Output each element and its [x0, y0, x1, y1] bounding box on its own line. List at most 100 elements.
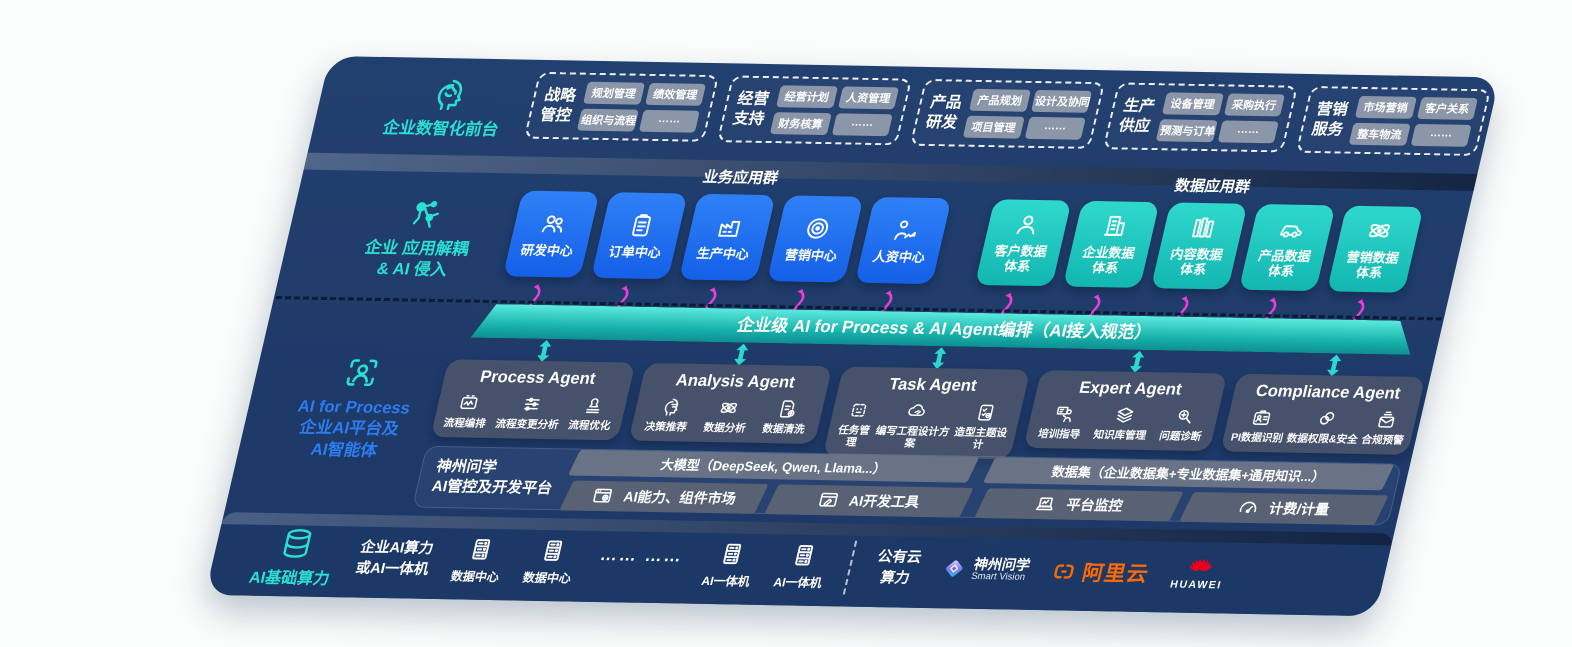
platform-label-lines: 神州问学 AI管控及开发平台: [430, 457, 559, 500]
smart-vision-logo: 神州问学 Smart Vision: [940, 555, 1032, 583]
business-app-box-wrap: 订单中心: [583, 192, 688, 312]
agent-capability: 流程变更分析: [494, 393, 566, 431]
server-icon: [537, 537, 570, 564]
layers-icon: [1111, 404, 1137, 425]
dataset-bar: 数据集（企业数据集+专业数据集+通用知识...）: [986, 457, 1391, 490]
label-line: 体系: [1354, 264, 1384, 281]
alibaba-brackets-icon: [1050, 560, 1077, 582]
label-line: 生产中心: [695, 245, 751, 262]
platform-cell: 计费/计量: [1183, 491, 1384, 524]
app-box-label: 客户数据 体系: [989, 243, 1048, 275]
agent-title: Analysis Agent: [674, 371, 797, 392]
label-line: 研发中心: [519, 242, 575, 258]
orchestration-bar-text: 企业级 AI for Process & AI Agent编排（AI接入规范）: [735, 315, 1154, 343]
front-office-group: 战略 管控 规划管理 绩效管理 组织与流程……: [523, 71, 720, 142]
cloud-pen-icon: [904, 401, 930, 422]
agent-card: Process Agent 流程编排 流程变更分析 流程优化: [430, 359, 636, 441]
app-box-label: 生产中心: [695, 245, 751, 262]
data-app-box-wrap: 营销数据 体系: [1319, 205, 1424, 326]
molecule-icon: [403, 196, 447, 233]
updown-arrow-icon: [929, 347, 949, 370]
module-chips: 设备管理 采购执行 预测与订单……: [1155, 92, 1285, 144]
infrastructure-label: AI基础算力: [247, 525, 341, 588]
compute-node: 数据中心: [449, 535, 508, 585]
alibaba-cloud-text: 阿里云: [1079, 561, 1152, 586]
label-line: 企业AI算力: [358, 539, 435, 558]
agent-capability-label: 知识库管理: [1092, 429, 1148, 442]
agent-capability: PI数据识别: [1230, 407, 1290, 445]
car-icon: [1274, 216, 1307, 243]
agent-capability-label: 任务管理: [836, 424, 872, 449]
label-line: 营销中心: [783, 246, 839, 263]
group-label: 战略 管控: [538, 86, 578, 125]
module-chip: ……: [1410, 123, 1472, 147]
platform-cell-label: AI开发工具: [847, 492, 922, 510]
label-line: 神州问学: [434, 457, 499, 476]
module-chip: 设计及协同: [1030, 89, 1093, 113]
compute-node-label: 数据中心: [521, 570, 573, 586]
compute-node: 数据中心: [521, 537, 580, 587]
front-office-group: 营销 服务 市场营销 客户关系 整车物流……: [1295, 85, 1492, 157]
agent-title: Task Agent: [887, 375, 979, 395]
platform-model-column: 大模型（DeepSeek, Qwen, Llama...） AI能力、组件市场 A…: [563, 449, 976, 517]
agent-card-wrap: Process Agent 流程编排 流程变更分析 流程优化: [430, 338, 639, 441]
agent-capability-label: 数据权限&安全: [1285, 432, 1359, 446]
agent-card: Compliance Agent PI数据识别 数据权限&安全 合规预警: [1220, 373, 1426, 455]
agent-cards: Process Agent 流程编排 流程变更分析 流程优化 Analysis Agen…: [428, 338, 1430, 467]
agent-capability: 决策推荐: [643, 396, 694, 434]
module-chip: 人资管理: [837, 86, 900, 110]
infrastructure-label-text: AI基础算力: [247, 569, 332, 588]
label-line: 战略: [542, 87, 578, 105]
atom-icon: [716, 397, 742, 418]
monitor-wave-icon: [456, 392, 482, 413]
module-chips: 规划管理 绩效管理 组织与流程……: [576, 81, 707, 133]
agent-capability-label: 流程变更分析: [494, 418, 560, 432]
agent-capability-label: 决策推荐: [643, 420, 689, 434]
module-chips: 市场营销 客户关系 整车物流……: [1348, 95, 1478, 147]
module-chip: 产品规划: [968, 88, 1031, 112]
module-chip: ……: [638, 109, 700, 133]
platform-cell: AI能力、组件市场: [563, 480, 764, 513]
label-line: AI管控及开发平台: [430, 477, 555, 498]
ellipsis-text: …… ……: [598, 544, 686, 566]
target-icon: [801, 214, 834, 241]
platform-cell-label: 平台监控: [1064, 496, 1125, 514]
module-chip: 设备管理: [1161, 92, 1224, 116]
compute-node: AI一体机: [700, 540, 759, 590]
data-app-box: 内容数据 体系: [1150, 202, 1248, 290]
business-app-box-wrap: 人资中心: [847, 196, 952, 317]
id-card-icon: [1249, 407, 1275, 428]
huawei-logo: HUAWEI: [1169, 556, 1229, 591]
compute-node-label: 数据中心: [449, 569, 501, 585]
books-icon: [1186, 214, 1219, 241]
updown-arrow-icon: [534, 340, 554, 362]
server-icon: [465, 536, 498, 563]
data-app-box-wrap: 客户数据 体系: [967, 199, 1072, 319]
ai-platform-rail: AI for Process 企业AI平台及 AI智能体: [262, 353, 445, 463]
infrastructure-band: AI基础算力 企业AI算力 或AI一体机 数据中心 数据中心 …… …… AI一体机 AI一体…: [205, 512, 1395, 617]
module-chip: 市场营销: [1354, 95, 1417, 119]
mail-lines-icon: [1374, 409, 1400, 430]
business-app-box-wrap: 营销中心: [759, 195, 864, 315]
ai-platform-layer: Process Agent 流程编排 流程变更分析 流程优化 Analysis Agen…: [226, 335, 1436, 528]
agent-card: Expert Agent 培训指导 知识库管理 问题诊断: [1023, 370, 1228, 452]
doc-gear-icon: [775, 398, 801, 419]
business-app-box-wrap: 研发中心: [495, 190, 600, 311]
business-app-box: 订单中心: [590, 192, 688, 280]
module-chip: 客户关系: [1416, 97, 1478, 120]
agent-capability-label: 造型主题设计: [953, 426, 1009, 452]
agent-capability-label: 数据分析: [702, 421, 747, 435]
agent-card-wrap: Compliance Agent PI数据识别 数据权限&安全 合规预警: [1220, 353, 1430, 455]
label-line: 经营: [735, 90, 771, 109]
platform-cell: AI开发工具: [768, 484, 969, 517]
magnify-gear-icon: [1172, 406, 1198, 427]
business-app-box: 人资中心: [854, 196, 952, 285]
label-line: 营销: [1314, 101, 1350, 119]
agent-items: 任务管理 编写工程设计方案 造型主题设计: [831, 399, 1017, 451]
agent-capability: 流程编排: [442, 392, 493, 430]
compute-node: AI一体机: [772, 541, 831, 591]
huawei-flower-icon: [1187, 556, 1214, 578]
agent-title: Process Agent: [478, 367, 598, 388]
server-icon: [715, 540, 748, 567]
